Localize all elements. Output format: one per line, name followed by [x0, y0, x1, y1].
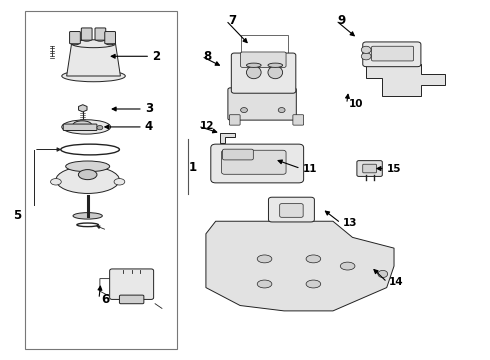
- FancyBboxPatch shape: [221, 150, 286, 174]
- FancyBboxPatch shape: [110, 269, 154, 300]
- Ellipse shape: [62, 120, 111, 134]
- Text: 14: 14: [389, 277, 404, 287]
- Ellipse shape: [340, 262, 355, 270]
- Ellipse shape: [72, 40, 116, 48]
- Text: 2: 2: [152, 50, 160, 63]
- Text: 8: 8: [203, 50, 212, 63]
- Text: 10: 10: [348, 99, 363, 109]
- Ellipse shape: [268, 63, 283, 67]
- FancyBboxPatch shape: [211, 144, 304, 183]
- Ellipse shape: [306, 280, 321, 288]
- Ellipse shape: [50, 179, 61, 185]
- Circle shape: [361, 46, 371, 53]
- Circle shape: [278, 108, 285, 113]
- Polygon shape: [78, 105, 87, 112]
- FancyBboxPatch shape: [280, 204, 303, 217]
- FancyBboxPatch shape: [81, 28, 92, 40]
- Polygon shape: [67, 44, 121, 76]
- FancyBboxPatch shape: [222, 149, 253, 160]
- Ellipse shape: [82, 38, 91, 41]
- Ellipse shape: [66, 161, 110, 172]
- FancyBboxPatch shape: [70, 32, 80, 44]
- Polygon shape: [220, 133, 235, 143]
- Text: 1: 1: [189, 161, 197, 174]
- Text: 13: 13: [343, 218, 357, 228]
- Ellipse shape: [62, 70, 125, 82]
- Ellipse shape: [246, 63, 261, 67]
- Text: 15: 15: [387, 163, 401, 174]
- Circle shape: [361, 53, 371, 60]
- FancyBboxPatch shape: [105, 32, 116, 44]
- FancyBboxPatch shape: [241, 52, 286, 67]
- Text: 12: 12: [200, 121, 215, 131]
- Ellipse shape: [306, 255, 321, 263]
- FancyBboxPatch shape: [229, 115, 240, 125]
- Ellipse shape: [73, 121, 92, 129]
- FancyBboxPatch shape: [63, 124, 97, 131]
- Ellipse shape: [114, 179, 125, 185]
- Ellipse shape: [268, 66, 283, 79]
- FancyBboxPatch shape: [357, 161, 382, 176]
- Polygon shape: [366, 64, 445, 96]
- Ellipse shape: [106, 41, 115, 45]
- Ellipse shape: [56, 167, 120, 193]
- Ellipse shape: [73, 213, 102, 219]
- Text: 7: 7: [228, 14, 236, 27]
- Circle shape: [97, 126, 103, 130]
- Circle shape: [378, 270, 388, 278]
- Ellipse shape: [71, 41, 79, 45]
- Text: 11: 11: [303, 163, 317, 174]
- FancyBboxPatch shape: [293, 115, 304, 125]
- FancyBboxPatch shape: [231, 53, 296, 93]
- FancyBboxPatch shape: [120, 295, 144, 304]
- FancyBboxPatch shape: [363, 164, 376, 173]
- Circle shape: [241, 108, 247, 113]
- Ellipse shape: [257, 255, 272, 263]
- FancyBboxPatch shape: [95, 28, 106, 40]
- FancyBboxPatch shape: [228, 88, 296, 120]
- Ellipse shape: [246, 66, 261, 79]
- Polygon shape: [206, 221, 394, 311]
- FancyBboxPatch shape: [269, 197, 315, 222]
- Text: 6: 6: [101, 293, 109, 306]
- FancyBboxPatch shape: [363, 42, 421, 67]
- Ellipse shape: [78, 170, 97, 180]
- Ellipse shape: [257, 280, 272, 288]
- Bar: [25, 12, 176, 348]
- Text: 4: 4: [145, 121, 153, 134]
- Text: 9: 9: [338, 14, 346, 27]
- Text: 3: 3: [145, 103, 153, 116]
- Ellipse shape: [96, 38, 105, 41]
- FancyBboxPatch shape: [371, 46, 414, 61]
- Text: 5: 5: [13, 210, 21, 222]
- Bar: [241, 35, 288, 56]
